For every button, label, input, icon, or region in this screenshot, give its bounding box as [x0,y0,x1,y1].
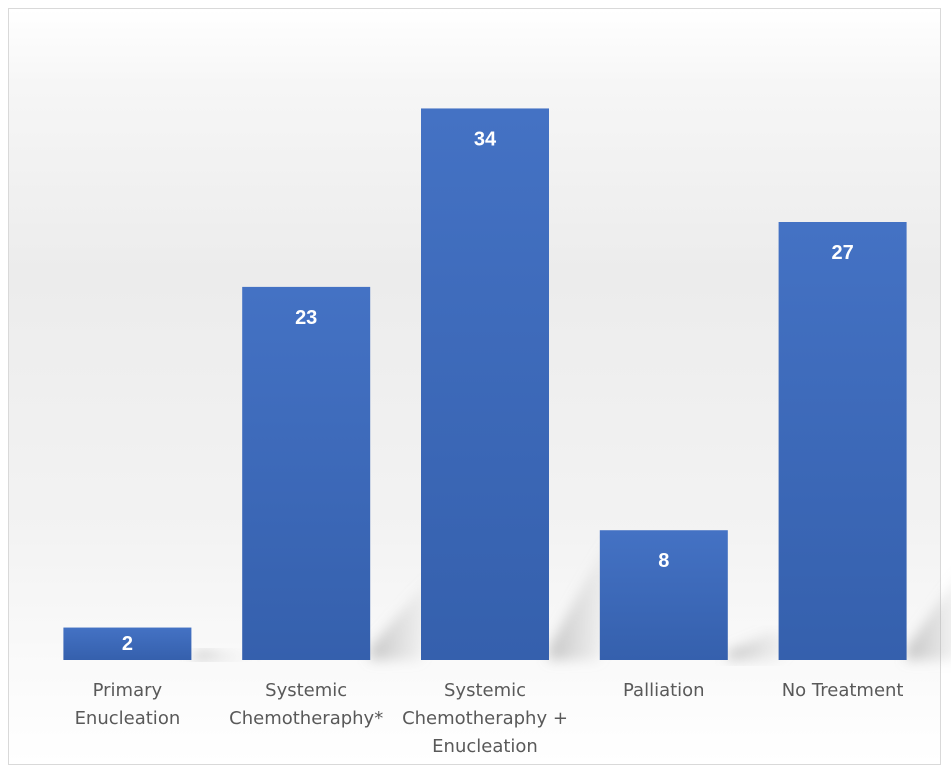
category-tick-label: No Treatment [782,680,904,701]
bar-shadow [906,585,951,660]
category-labels: Primary Enucleation Systemic Chemotheraphy*… [75,680,904,757]
data-label: 27 [831,242,853,264]
category-tick-label: Systemic Chemotheraphy* [229,680,383,729]
category-tick-label: Systemic Chemotheraphy + Enucleation [402,680,568,757]
data-label: 8 [658,550,669,572]
bar [63,627,192,660]
bar [421,108,549,660]
category-tick-label: Palliation [623,680,705,701]
value-labels: 2 23 34 8 27 [122,128,854,655]
bar [242,286,371,660]
bar [599,530,728,660]
data-label: 2 [122,633,133,655]
bar [778,222,907,660]
data-label: 34 [474,128,497,150]
bars [63,108,907,660]
category-tick-label: Primary Enucleation [75,680,181,729]
data-label: 23 [295,307,317,329]
